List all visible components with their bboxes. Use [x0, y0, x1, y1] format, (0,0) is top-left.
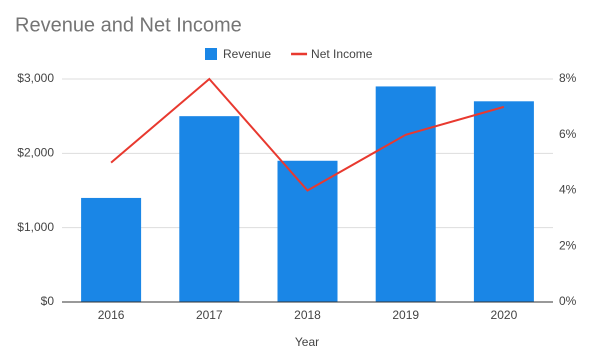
x-axis-label: Year	[295, 335, 319, 349]
bar	[81, 197, 142, 302]
y2-tick-label: 0%	[559, 294, 577, 308]
y-tick-label: $3,000	[17, 71, 54, 85]
x-tick-label: 2020	[491, 308, 518, 322]
legend-swatch	[205, 48, 217, 60]
legend-label: Revenue	[223, 47, 271, 61]
chart-title: Revenue and Net Income	[15, 14, 242, 36]
y2-tick-label: 6%	[559, 127, 577, 141]
y2-tick-label: 4%	[559, 183, 577, 197]
bar	[179, 116, 240, 303]
x-tick-label: 2018	[294, 308, 321, 322]
bar	[473, 101, 534, 302]
x-tick-label: 2019	[392, 308, 419, 322]
line	[110, 77, 505, 192]
x-tick-label: 2016	[98, 308, 125, 322]
legend-label: Net Income	[311, 47, 373, 61]
y2-tick-label: 8%	[559, 71, 577, 85]
y-tick-label: $2,000	[17, 146, 54, 160]
x-tick-label: 2017	[196, 308, 223, 322]
bar	[375, 86, 436, 302]
y-tick-label: $0	[41, 294, 55, 308]
bar	[277, 160, 338, 302]
y2-tick-label: 2%	[559, 238, 577, 252]
y-tick-label: $1,000	[17, 220, 54, 234]
